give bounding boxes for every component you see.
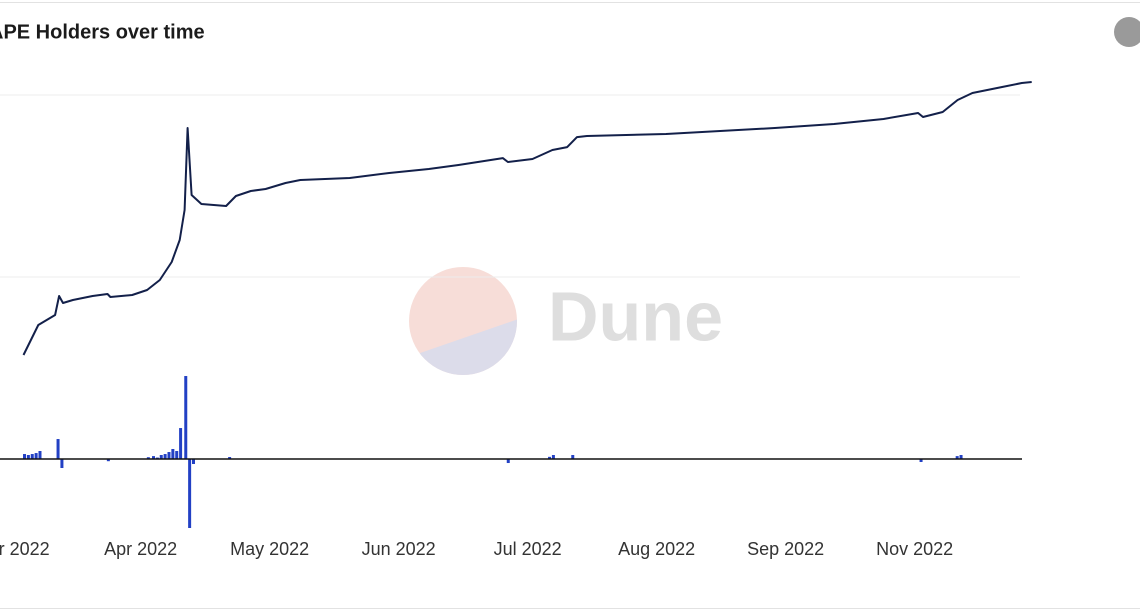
x-tick-label: Nov 2022 <box>876 539 953 559</box>
bar <box>228 457 232 460</box>
x-tick-label: Aug 2022 <box>618 539 695 559</box>
bar <box>551 455 555 460</box>
line <box>22 81 1032 356</box>
bar <box>60 459 64 469</box>
bar <box>26 455 30 460</box>
bar <box>506 459 510 464</box>
x-tick-label: Jul 2022 <box>494 539 562 559</box>
chart-title: APE Holders over time <box>0 21 205 43</box>
bar <box>34 453 38 460</box>
watermark: Dune <box>409 267 723 375</box>
bar <box>175 451 179 460</box>
bar <box>171 449 175 460</box>
bar <box>146 457 150 460</box>
x-tick-label: Sep 2022 <box>747 539 824 559</box>
bar <box>179 428 183 460</box>
bar <box>159 455 163 460</box>
bar <box>30 454 34 460</box>
x-tick-label: Jun 2022 <box>362 539 436 559</box>
bar <box>188 459 192 528</box>
bar <box>192 459 195 465</box>
avatar[interactable] <box>1114 17 1140 47</box>
bar <box>23 454 27 460</box>
bar <box>38 451 42 460</box>
bar <box>571 455 575 460</box>
bar <box>167 452 171 460</box>
x-tick-label: Apr 2022 <box>104 539 177 559</box>
bar <box>955 456 959 460</box>
bar <box>106 459 110 462</box>
bar <box>919 459 923 463</box>
watermark-text: Dune <box>548 277 723 355</box>
x-tick-label: Mar 2022 <box>0 539 50 559</box>
bar <box>163 454 167 460</box>
bar <box>184 376 188 460</box>
x-tick-label: May 2022 <box>230 539 309 559</box>
bar <box>548 456 552 460</box>
bar <box>56 439 60 460</box>
bar <box>152 456 156 460</box>
bar <box>959 455 963 460</box>
